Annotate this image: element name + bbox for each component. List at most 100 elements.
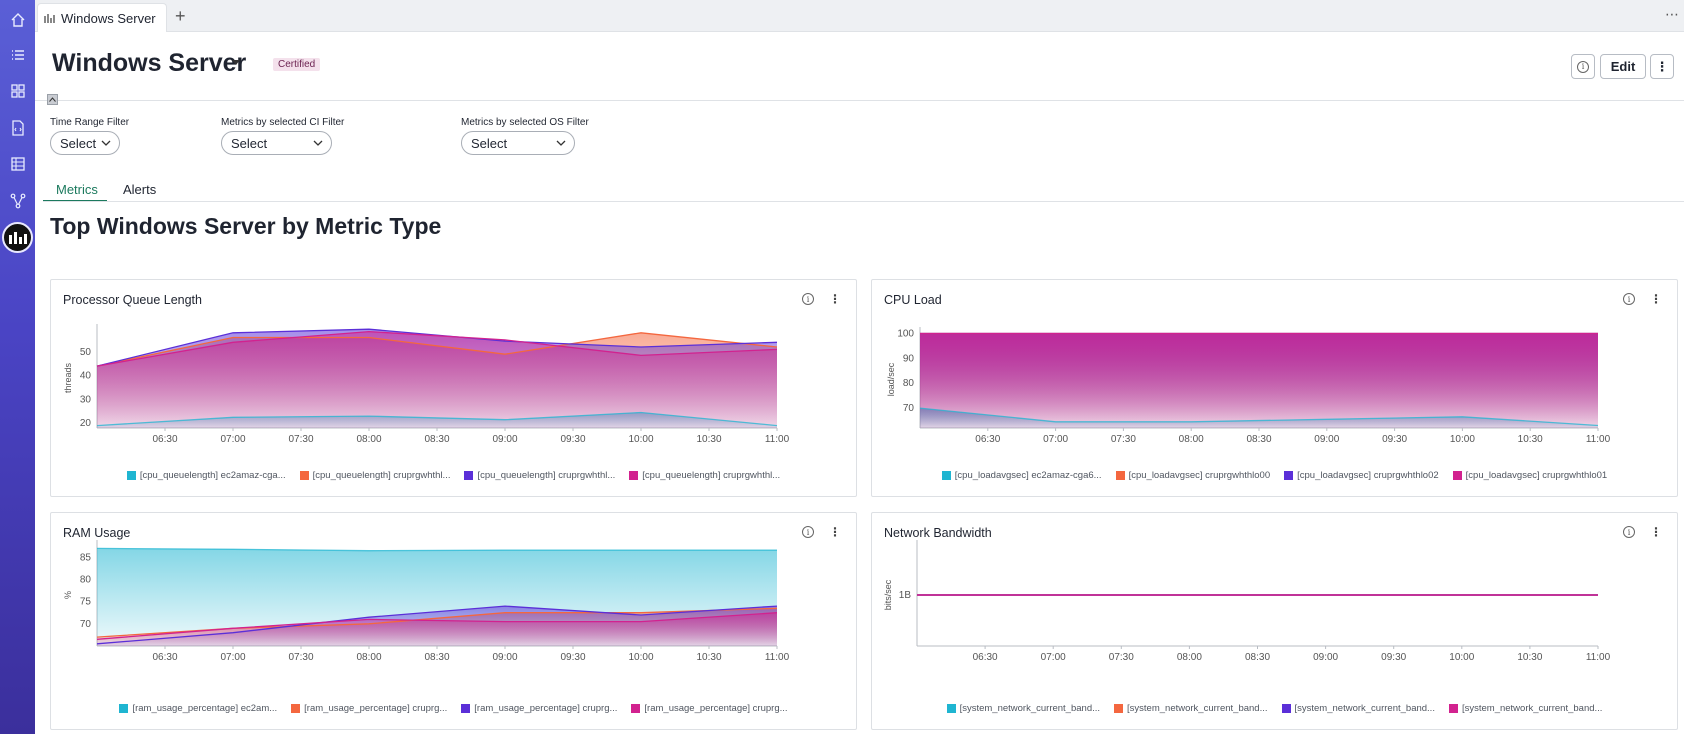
legend-label: [cpu_queuelength] cruprgwhthl... (312, 470, 451, 481)
info-icon: i (1577, 60, 1589, 73)
more-actions-button[interactable]: ⋮ (1650, 54, 1674, 79)
list-icon[interactable] (6, 43, 29, 66)
legend-item[interactable]: [cpu_loadavgsec] cruprgwhthlo01 (1452, 470, 1607, 481)
chart-card-network-bandwidth: Network Bandwidth i ⋮ 1B bits/sec 06:30 07:… (871, 512, 1678, 730)
x-tick-label: 10:00 (1450, 434, 1475, 445)
series-area (97, 331, 777, 428)
collapse-filters-icon[interactable] (47, 94, 58, 105)
y-axis-label: % (63, 591, 73, 599)
x-tick-label: 09:30 (560, 434, 585, 445)
processor-queue-chart: 20 30 40 50 threads 06:30 07:00 07:30 08:00 08:30… (63, 324, 790, 445)
y-tick-label: 50 (80, 347, 92, 358)
y-tick-label: 30 (80, 394, 92, 405)
y-tick-label: 100 (897, 328, 914, 339)
tab-alerts[interactable]: Alerts (123, 182, 157, 197)
legend-item[interactable]: [cpu_loadavgsec] ec2amaz-cga6... (941, 470, 1102, 481)
x-tick-label: 08:00 (356, 434, 381, 445)
legend-swatch (631, 704, 641, 713)
cpu-load-chart: 70 80 90 100 load/sec 06:30 07:00 07:30 08:00 08:… (886, 327, 1611, 445)
legend-swatch (119, 704, 129, 713)
x-tick-label: 07:00 (220, 434, 245, 445)
legend-label: [ram_usage_percentage] cruprg... (304, 703, 448, 714)
info-icon[interactable]: i (1623, 526, 1635, 538)
legend-label: [cpu_queuelength] cruprgwhthl... (477, 470, 616, 481)
home-icon[interactable] (6, 8, 29, 31)
x-tick-label: 08:30 (424, 434, 449, 445)
tab-strip: Windows Server + ⋯ (35, 0, 1684, 32)
legend-item[interactable]: [ram_usage_percentage] cruprg... (461, 703, 617, 714)
legend-item[interactable]: [cpu_loadavgsec] cruprgwhthlo00 (1115, 470, 1270, 481)
x-tick-label: 08:00 (1177, 652, 1202, 663)
chevron-down-icon (556, 140, 566, 146)
y-tick-label: 90 (903, 353, 915, 364)
legend-label: [ram_usage_percentage] cruprg... (644, 703, 788, 714)
code-file-icon[interactable] (6, 116, 29, 139)
legend-swatch (291, 704, 301, 713)
legend-item[interactable]: [system_network_current_band... (946, 703, 1100, 714)
chevron-down-icon (101, 140, 111, 146)
chart-legend: [cpu_loadavgsec] ec2amaz-cga6... [cpu_loa… (872, 470, 1677, 481)
legend-item[interactable]: [cpu_queuelength] cruprgwhthl... (629, 470, 780, 481)
legend-item[interactable]: [cpu_loadavgsec] cruprgwhthlo02 (1284, 470, 1439, 481)
browser-tab-windows-server[interactable]: Windows Server (37, 3, 167, 32)
dashboard-grid-icon[interactable] (6, 79, 29, 102)
legend-swatch (946, 704, 956, 713)
filter-label-time-range: Time Range Filter (50, 117, 130, 128)
time-range-select[interactable]: Select (50, 131, 120, 155)
series-area (920, 333, 1598, 428)
info-icon[interactable]: i (802, 526, 814, 538)
x-tick-label: 09:30 (1382, 434, 1407, 445)
y-tick-label: 85 (80, 552, 92, 563)
card-title: Processor Queue Length (63, 293, 202, 307)
legend-swatch (461, 704, 471, 713)
section-title: Top Windows Server by Metric Type (50, 213, 442, 239)
legend-item[interactable]: [ram_usage_percentage] cruprg... (631, 703, 788, 714)
info-icon[interactable]: i (802, 293, 814, 305)
table-icon[interactable] (6, 152, 29, 175)
info-button[interactable]: i (1571, 54, 1595, 79)
x-tick-label: 10:30 (1518, 434, 1543, 445)
page-title: Windows Server (52, 49, 247, 77)
more-options-icon[interactable]: ⋯ (1665, 6, 1680, 22)
chart-card-ram-usage: RAM Usage i ⋮ 70 75 80 85% 06:30 07:00 07:30 08… (50, 512, 857, 730)
legend-label: [ram_usage_percentage] cruprg... (474, 703, 618, 714)
x-tick-label: 11:00 (1586, 434, 1611, 445)
x-tick-label: 08:30 (1245, 652, 1270, 663)
series-area (97, 612, 777, 646)
legend-item[interactable]: [cpu_queuelength] cruprgwhthl... (464, 470, 615, 481)
x-tick-label: 07:30 (288, 434, 313, 445)
x-tick-label: 10:30 (696, 434, 721, 445)
legend-item[interactable]: [system_network_current_band... (1448, 703, 1602, 714)
legend-swatch (1284, 471, 1294, 480)
chevron-down-icon (313, 140, 323, 146)
legend-item[interactable]: [system_network_current_band... (1114, 703, 1268, 714)
x-tick-label: 10:00 (628, 434, 653, 445)
x-tick-label: 06:30 (152, 434, 177, 445)
legend-item[interactable]: [cpu_queuelength] ec2amaz-cga... (126, 470, 286, 481)
x-tick-label: 08:30 (424, 652, 449, 663)
legend-swatch (629, 471, 639, 480)
header-divider (35, 100, 1684, 101)
legend-item[interactable]: [ram_usage_percentage] ec2am... (119, 703, 277, 714)
legend-label: [cpu_queuelength] ec2amaz-cga... (139, 470, 286, 481)
y-tick-label: 1B (899, 590, 912, 601)
legend-swatch (1115, 471, 1125, 480)
os-filter-select[interactable]: Select (461, 131, 575, 155)
os-filter-value: Select (471, 135, 508, 151)
legend-item[interactable]: [ram_usage_percentage] cruprg... (291, 703, 447, 714)
edit-button[interactable]: Edit (1600, 54, 1646, 79)
topology-icon[interactable] (6, 189, 29, 212)
metrics-dashboard-icon[interactable] (2, 222, 33, 253)
chevron-down-icon[interactable] (232, 60, 240, 65)
legend-label: [cpu_loadavgsec] cruprgwhthlo02 (1297, 470, 1439, 481)
browser-tab-label: Windows Server (61, 10, 156, 26)
tab-metrics[interactable]: Metrics (56, 182, 98, 197)
add-tab-icon[interactable]: + (175, 6, 186, 26)
info-icon[interactable]: i (1623, 293, 1635, 305)
x-tick-label: 11:00 (765, 434, 790, 445)
series-line (96, 332, 778, 367)
ci-filter-select[interactable]: Select (221, 131, 332, 155)
legend-item[interactable]: [cpu_queuelength] cruprgwhthl... (299, 470, 451, 481)
legend-item[interactable]: [system_network_current_band... (1281, 703, 1435, 714)
